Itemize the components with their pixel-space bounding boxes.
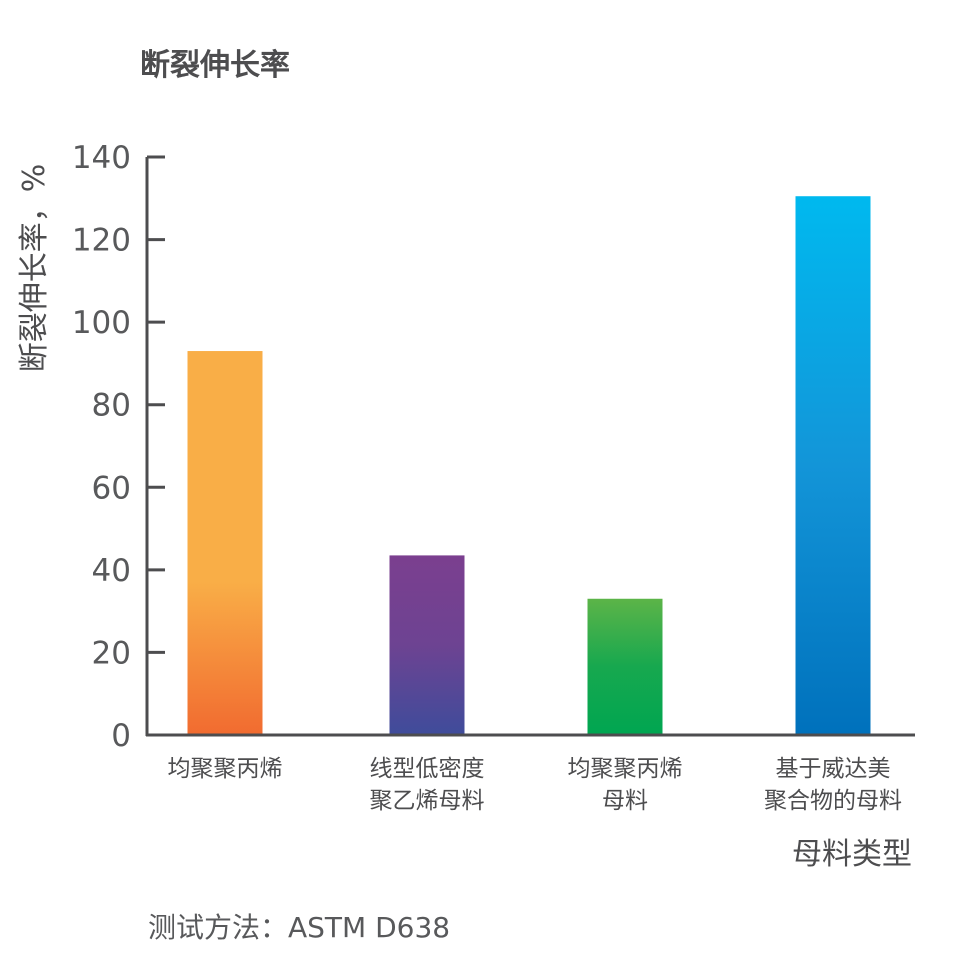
y-axis-title: 断裂伸长率，% — [17, 164, 52, 373]
bar-1 — [187, 351, 263, 735]
bar-3 — [587, 598, 663, 735]
x-category-label: 母料 — [602, 788, 648, 814]
x-category-label: 聚合物的母料 — [764, 788, 902, 814]
y-tick-label: 40 — [92, 553, 131, 589]
bar-2 — [389, 555, 465, 735]
x-category-label: 线型低密度 — [370, 756, 485, 782]
y-tick-label: 100 — [72, 305, 131, 341]
test-method-note: 测试方法：ASTM D638 — [148, 911, 451, 944]
x-category-label: 聚乙烯母料 — [370, 788, 485, 814]
chart-title: 断裂伸长率 — [140, 48, 290, 83]
y-tick-label: 60 — [92, 470, 131, 506]
x-axis-title: 母料类型 — [792, 837, 912, 872]
y-tick-label: 0 — [111, 718, 131, 754]
x-category-label: 基于威达美 — [776, 756, 891, 782]
x-category-label: 均聚聚丙烯 — [168, 756, 283, 782]
y-tick-label: 120 — [72, 223, 131, 259]
y-tick-label: 140 — [72, 140, 131, 176]
x-category-label: 均聚聚丙烯 — [568, 756, 683, 782]
y-tick-label: 20 — [92, 635, 131, 671]
y-tick-label: 80 — [92, 388, 131, 424]
bar-4 — [795, 196, 871, 735]
